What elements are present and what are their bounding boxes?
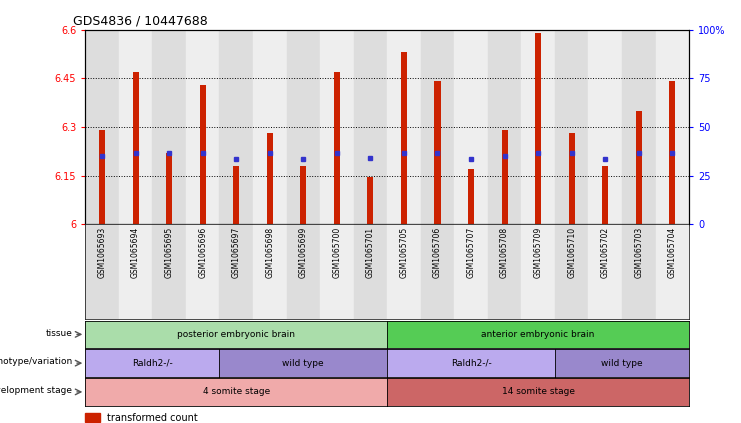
Bar [99, 130, 105, 224]
Bar [535, 33, 541, 224]
Bar [622, 224, 656, 319]
Text: GSM1065707: GSM1065707 [467, 227, 476, 278]
Bar [334, 72, 340, 224]
Bar [267, 133, 273, 224]
Text: GSM1065703: GSM1065703 [634, 227, 643, 278]
Bar [85, 30, 119, 224]
Bar [186, 30, 219, 224]
Bar [387, 30, 421, 224]
Bar [502, 130, 508, 224]
Text: GSM1065710: GSM1065710 [567, 227, 576, 278]
Text: 14 somite stage: 14 somite stage [502, 387, 575, 396]
Text: tissue: tissue [45, 329, 73, 338]
Bar [153, 224, 186, 319]
Bar [85, 413, 100, 422]
Text: GSM1065700: GSM1065700 [333, 227, 342, 278]
Bar [568, 133, 575, 224]
Text: GSM1065699: GSM1065699 [299, 227, 308, 278]
Text: GSM1065694: GSM1065694 [131, 227, 140, 278]
Bar [368, 177, 373, 224]
Text: GDS4836 / 10447688: GDS4836 / 10447688 [73, 14, 208, 27]
Text: GSM1065695: GSM1065695 [165, 227, 173, 278]
Bar [287, 224, 320, 319]
Bar [622, 30, 656, 224]
Text: GSM1065709: GSM1065709 [534, 227, 542, 278]
Bar [85, 224, 119, 319]
Bar [669, 82, 675, 224]
Bar [320, 30, 353, 224]
Text: GSM1065696: GSM1065696 [198, 227, 207, 278]
Text: wild type: wild type [282, 359, 324, 368]
Bar [353, 30, 387, 224]
Bar [133, 72, 139, 224]
Bar [602, 166, 608, 224]
Bar [401, 52, 407, 224]
Bar [320, 224, 353, 319]
Text: GSM1065693: GSM1065693 [98, 227, 107, 278]
Bar [353, 224, 387, 319]
Text: genotype/variation: genotype/variation [0, 357, 73, 366]
Bar [421, 30, 454, 224]
Bar [119, 30, 153, 224]
Bar [454, 224, 488, 319]
Text: 4 somite stage: 4 somite stage [202, 387, 270, 396]
Bar [454, 30, 488, 224]
Text: anterior embryonic brain: anterior embryonic brain [482, 330, 595, 339]
Bar [555, 30, 588, 224]
Bar [166, 153, 172, 224]
Bar [253, 224, 287, 319]
Bar [153, 30, 186, 224]
Bar [253, 30, 287, 224]
Bar [219, 30, 253, 224]
Bar [199, 85, 206, 224]
Text: GSM1065697: GSM1065697 [232, 227, 241, 278]
Text: GSM1065701: GSM1065701 [366, 227, 375, 278]
Text: wild type: wild type [601, 359, 643, 368]
Bar [656, 224, 689, 319]
Text: transformed count: transformed count [107, 413, 198, 423]
Bar [555, 224, 588, 319]
Text: Raldh2-/-: Raldh2-/- [132, 359, 173, 368]
Bar [488, 224, 522, 319]
Text: GSM1065708: GSM1065708 [500, 227, 509, 278]
Bar [287, 30, 320, 224]
Bar [186, 224, 219, 319]
Bar [387, 224, 421, 319]
Text: posterior embryonic brain: posterior embryonic brain [177, 330, 295, 339]
Text: GSM1065705: GSM1065705 [399, 227, 408, 278]
Text: GSM1065704: GSM1065704 [668, 227, 677, 278]
Text: development stage: development stage [0, 386, 73, 395]
Text: GSM1065702: GSM1065702 [601, 227, 610, 278]
Bar [300, 166, 306, 224]
Bar [219, 224, 253, 319]
Text: GSM1065706: GSM1065706 [433, 227, 442, 278]
Text: Raldh2-/-: Raldh2-/- [451, 359, 491, 368]
Bar [434, 82, 440, 224]
Bar [522, 224, 555, 319]
Bar [488, 30, 522, 224]
Bar [468, 169, 474, 224]
Bar [636, 111, 642, 224]
Bar [588, 30, 622, 224]
Bar [233, 166, 239, 224]
Bar [588, 224, 622, 319]
Bar [656, 30, 689, 224]
Text: GSM1065698: GSM1065698 [265, 227, 274, 278]
Bar [522, 30, 555, 224]
Bar [421, 224, 454, 319]
Bar [119, 224, 153, 319]
